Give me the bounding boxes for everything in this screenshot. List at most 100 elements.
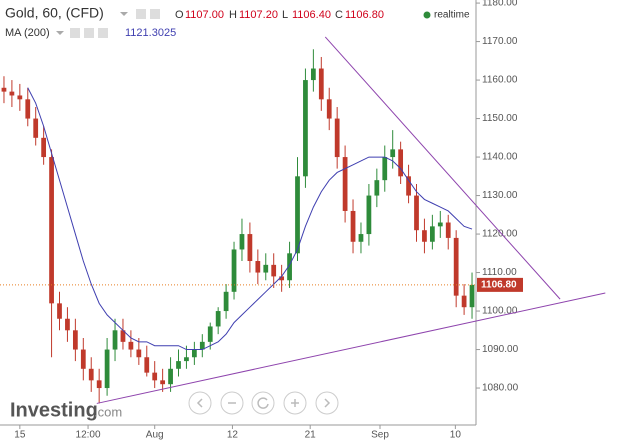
- brand-suffix: .com: [94, 404, 122, 419]
- candle-body: [1, 87, 7, 92]
- chart-title: Gold, 60, (CFD): [5, 5, 104, 21]
- candle-body: [445, 222, 451, 238]
- candle-body: [57, 303, 62, 319]
- candle-body: [191, 349, 197, 358]
- candle-body: [152, 372, 158, 381]
- candle-body: [318, 68, 324, 100]
- scroll-right-button[interactable]: [315, 391, 339, 415]
- ohlc-value: 1106.40: [292, 9, 331, 21]
- candle-body: [136, 349, 142, 358]
- candle-body: [374, 180, 380, 196]
- y-tick-label: 1160.00: [482, 75, 518, 86]
- candle-body: [25, 99, 31, 119]
- candle-body: [263, 264, 269, 273]
- candle-body: [461, 295, 467, 308]
- candle-body: [247, 234, 253, 262]
- ma-line: [27, 87, 473, 351]
- candle-body: [453, 237, 459, 296]
- scroll-left-button[interactable]: [188, 391, 212, 415]
- candle-body: [168, 368, 173, 385]
- ohlc-value: 1107.20: [239, 9, 278, 21]
- reset-button[interactable]: [251, 391, 275, 415]
- dropdown-icon[interactable]: [56, 31, 64, 35]
- visibility-icon[interactable]: [84, 28, 94, 38]
- candle-body: [41, 137, 47, 158]
- candle-body: [390, 149, 396, 158]
- candle-body: [184, 357, 189, 362]
- candle-body: [207, 326, 213, 342]
- y-tick-label: 1180.00: [482, 0, 518, 9]
- indicator-name: MA (200): [5, 27, 50, 39]
- ohlc-key: C: [335, 9, 343, 21]
- candle-body: [96, 380, 102, 389]
- candle-body: [199, 341, 205, 350]
- candle-body: [215, 311, 221, 327]
- y-tick-label: 1120.00: [482, 229, 518, 240]
- status-label: realtime: [434, 10, 470, 21]
- candle-body: [422, 230, 427, 242]
- candle-body: [160, 380, 166, 385]
- candle-body: [437, 222, 443, 227]
- y-tick-label: 1130.00: [482, 190, 518, 201]
- x-tick-label: Aug: [146, 430, 164, 441]
- ohlc-value: 1107.00: [185, 9, 224, 21]
- candle-body: [176, 361, 181, 369]
- candle-body: [120, 330, 126, 342]
- x-tick-label: 15: [14, 430, 26, 441]
- y-tick-label: 1140.00: [482, 152, 518, 163]
- candle-body: [9, 91, 15, 96]
- candle-body: [469, 284, 475, 308]
- ohlc-key: O: [175, 9, 184, 21]
- candle-body: [303, 80, 308, 177]
- candle-body: [398, 149, 404, 177]
- trend-line: [324, 36, 561, 300]
- close-icon[interactable]: [98, 28, 108, 38]
- candle-body: [223, 291, 229, 312]
- candle-body: [65, 318, 70, 331]
- dropdown-icon[interactable]: [120, 12, 128, 16]
- candle-body: [358, 234, 364, 242]
- candle-body: [255, 261, 261, 273]
- candle-body: [429, 226, 435, 242]
- candle-body: [239, 234, 245, 250]
- close-icon[interactable]: [150, 9, 160, 19]
- last-price-box: [477, 277, 523, 292]
- candle-body: [334, 118, 340, 158]
- candle-body: [49, 157, 54, 304]
- x-tick-label: 21: [305, 430, 317, 441]
- y-tick-label: 1100.00: [482, 306, 518, 317]
- candle-body: [310, 68, 316, 81]
- x-tick-label: 12:00: [76, 430, 101, 441]
- candle-body: [414, 195, 419, 231]
- candle-body: [128, 341, 134, 350]
- candle-body: [382, 157, 388, 181]
- x-tick-label: Sep: [371, 430, 389, 441]
- candle-body: [104, 349, 110, 389]
- candle-body: [80, 349, 86, 369]
- candle-body: [342, 157, 348, 211]
- ohlc-key: L: [282, 9, 288, 21]
- plot-area: [0, 49, 476, 404]
- candle-body: [17, 95, 23, 100]
- indicator-value: 1121.3025: [125, 27, 176, 39]
- settings-icon[interactable]: [70, 28, 80, 38]
- candle-body: [231, 249, 237, 292]
- x-tick-label: 12: [227, 430, 239, 441]
- candle-body: [326, 99, 332, 119]
- candle-body: [350, 210, 356, 242]
- settings-icon[interactable]: [136, 9, 146, 19]
- ohlc-key: H: [229, 9, 237, 21]
- ohlc-value: 1106.80: [345, 9, 384, 21]
- candle-body: [406, 176, 411, 196]
- candle-body: [72, 330, 78, 350]
- candle-body: [271, 264, 277, 277]
- candle-body: [295, 176, 300, 254]
- y-tick-label: 1170.00: [482, 36, 518, 47]
- x-tick-label: 10: [450, 430, 462, 441]
- candle-body: [279, 276, 285, 281]
- y-tick-label: 1110.00: [482, 267, 517, 278]
- candle-body: [366, 195, 372, 235]
- candle-body: [287, 253, 292, 281]
- candle-body: [33, 118, 39, 138]
